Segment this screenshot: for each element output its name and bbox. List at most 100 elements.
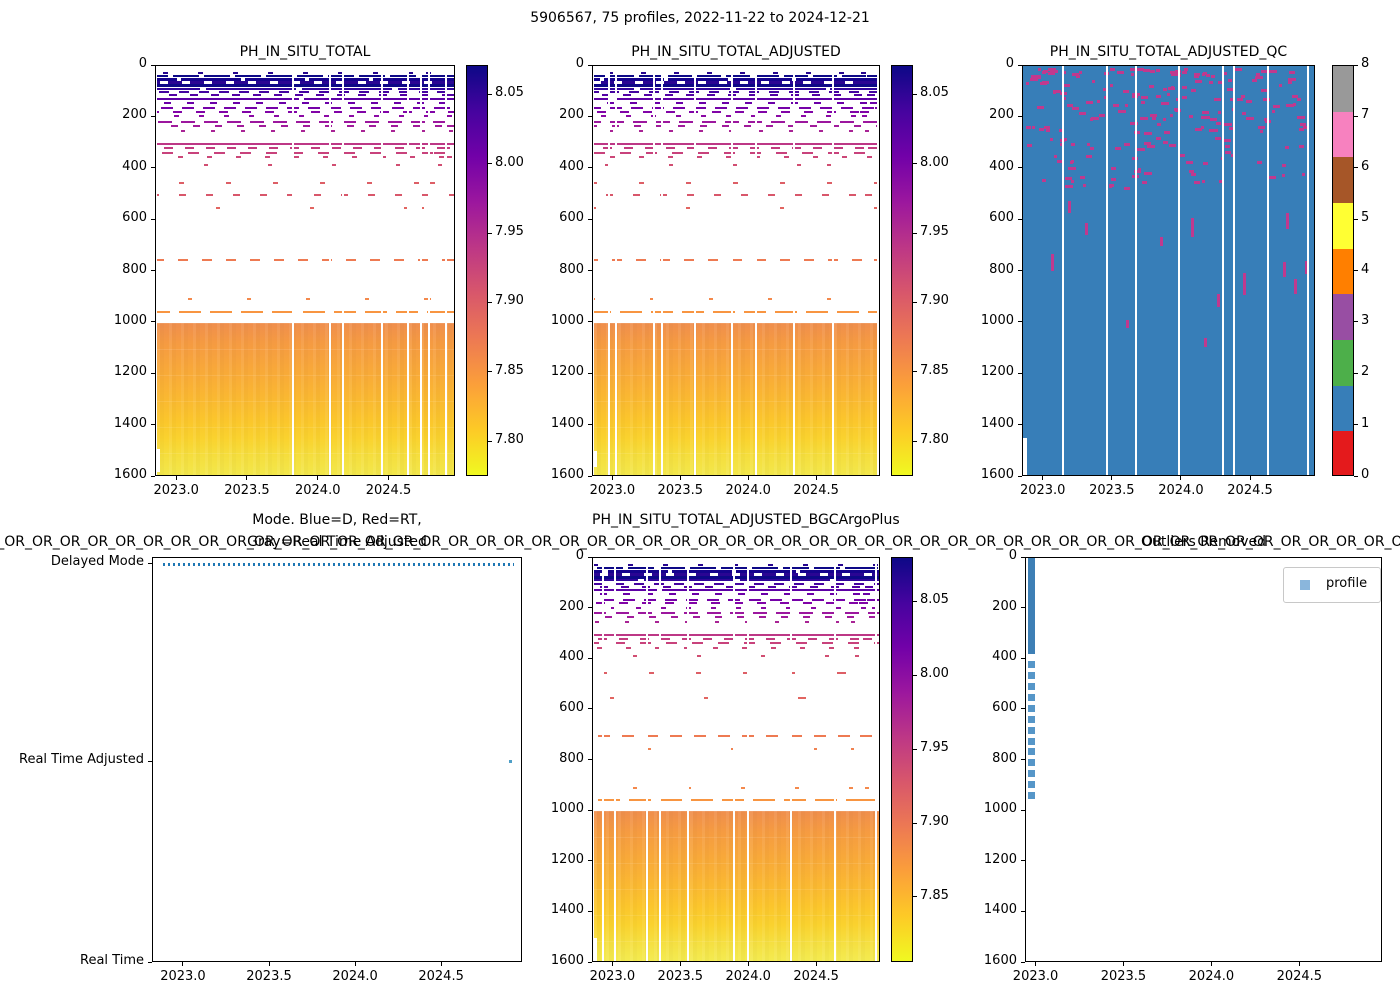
qc-speckle: [1136, 68, 1144, 72]
qc-deep-mark: [1067, 201, 1071, 214]
qc-speckle: [1113, 104, 1120, 108]
ph-dash-row: [594, 633, 879, 636]
plot-area-outliers-removed: [1025, 557, 1382, 962]
y-tick-label: 600: [559, 699, 584, 715]
colorbar-ph-in-situ-total: [466, 65, 488, 476]
ph-dash-row: [157, 164, 454, 167]
ph-dash-row: [157, 182, 454, 185]
colorbar-tick-mark: [913, 896, 917, 898]
qc-speckle: [1096, 100, 1100, 104]
missing-profile-gap: [381, 66, 384, 475]
qc-speckle: [1241, 94, 1246, 98]
ph-dash-row: [594, 129, 879, 132]
qc-speckle: [1098, 113, 1105, 117]
qc-speckle: [1110, 178, 1116, 182]
colorbar-tick-mark: [488, 163, 492, 165]
subplot-title-bgcargoplus: PH_IN_SITU_TOTAL_ADJUSTED_BGCArgoPlus: [592, 512, 900, 528]
qc-speckle: [1131, 174, 1139, 178]
x-tick-label: 2023.0: [589, 969, 636, 984]
qc-speckle: [1065, 177, 1073, 181]
x-tick-label: 2024.5: [793, 483, 839, 498]
qc-speckle: [1123, 187, 1130, 191]
y-tick-label: 0: [138, 56, 147, 71]
subplot-title-bgcargoplus-or-string: OR_OR_OR_OR_OR_OR_OR_OR_OR_OR_OR_OR_OR_O…: [0, 534, 1400, 550]
qc-speckle: [1224, 151, 1231, 155]
qc-speckle: [1181, 85, 1187, 89]
y-tick-mark: [1018, 372, 1022, 374]
y-tick-label: 600: [122, 210, 147, 226]
missing-profile-gap: [341, 66, 344, 475]
y-tick-mark: [1018, 270, 1022, 271]
qc-speckle: [1042, 70, 1047, 74]
qc-speckle: [1078, 71, 1082, 75]
y-tick-label: 1000: [550, 312, 584, 328]
subplot-title-outliers-removed: Outliers Removed: [1141, 534, 1266, 550]
colorbar-tick-mark: [1354, 167, 1358, 169]
y-category-label: Real Time Adjusted: [19, 752, 144, 768]
y-tick-label: 600: [559, 210, 584, 226]
x-tick-mark: [317, 476, 319, 480]
qc-speckle: [1272, 105, 1280, 109]
qc-speckle: [1227, 87, 1235, 91]
qc-speckle: [1299, 128, 1305, 132]
ph-dash-row: [594, 570, 879, 574]
ph-dash-row: [594, 182, 879, 185]
x-tick-mark: [1042, 476, 1044, 480]
qc-speckle: [1208, 81, 1213, 85]
y-tick-label: 1600: [983, 953, 1017, 968]
qc-speckle: [1302, 173, 1306, 177]
ph-dash-row: [157, 87, 454, 90]
ph-dash-row: [157, 94, 454, 97]
ph-dash-row: [594, 637, 879, 640]
y-tick-label: 1400: [113, 415, 147, 431]
qc-speckle: [1299, 145, 1305, 149]
plot-area-ph-in-situ-total-adjusted: [592, 65, 880, 476]
colorbar-tick-label: 7: [1361, 107, 1370, 123]
x-tick-label: 2023.0: [160, 969, 206, 984]
ph-dash-row: [594, 107, 879, 110]
qc-speckle: [1038, 127, 1044, 131]
ph-dash-row: [157, 84, 454, 88]
qc-speckle: [1219, 179, 1224, 183]
qc-speckle: [1155, 69, 1160, 73]
missing-profile-gap: [613, 558, 616, 961]
y-tick-mark: [588, 115, 592, 117]
ph-dash-row: [594, 576, 879, 580]
qc-speckle: [1205, 74, 1210, 78]
y-tick-label: 400: [122, 158, 147, 174]
colorbar-tick-label: 8.00: [495, 154, 524, 170]
qc-speckle: [1297, 98, 1302, 102]
ph-dash-row: [594, 87, 879, 90]
qc-speckle: [1132, 156, 1139, 160]
missing-profile-gap: [730, 66, 733, 475]
y-tick-mark: [1021, 961, 1025, 963]
x-tick-mark: [387, 476, 389, 480]
colorbar-tick-label: 2: [1361, 364, 1370, 380]
y-tick-label: 1000: [980, 312, 1014, 328]
missing-profile-gap: [1106, 66, 1109, 475]
qc-speckle: [1040, 82, 1046, 86]
ph-dash-row: [594, 563, 879, 566]
y-tick-mark: [588, 657, 592, 659]
qc-speckle: [1181, 70, 1187, 74]
colorbar-bgcargoplus: [891, 557, 913, 962]
missing-profile-gap: [329, 66, 332, 475]
qc-speckle: [1031, 126, 1035, 130]
qc-speckle: [1185, 161, 1193, 165]
colorbar-tick-mark: [913, 440, 917, 442]
qc-speckle: [1041, 179, 1046, 183]
y-tick-mark: [1021, 556, 1025, 558]
missing-profile-gap: [428, 66, 431, 475]
qc-speckle: [1211, 74, 1216, 78]
y-tick-mark: [1018, 64, 1022, 66]
qc-speckle: [1046, 129, 1051, 133]
missing-profile-gap: [874, 558, 877, 961]
ph-dash-row: [157, 97, 454, 100]
x-tick-label: 2024.5: [365, 483, 412, 498]
qc-speckle: [1110, 166, 1116, 170]
qc-speckle: [1048, 72, 1056, 76]
qc-speckle: [1156, 122, 1161, 126]
colorbar-tick-mark: [913, 301, 917, 303]
y-tick-mark: [151, 167, 155, 169]
